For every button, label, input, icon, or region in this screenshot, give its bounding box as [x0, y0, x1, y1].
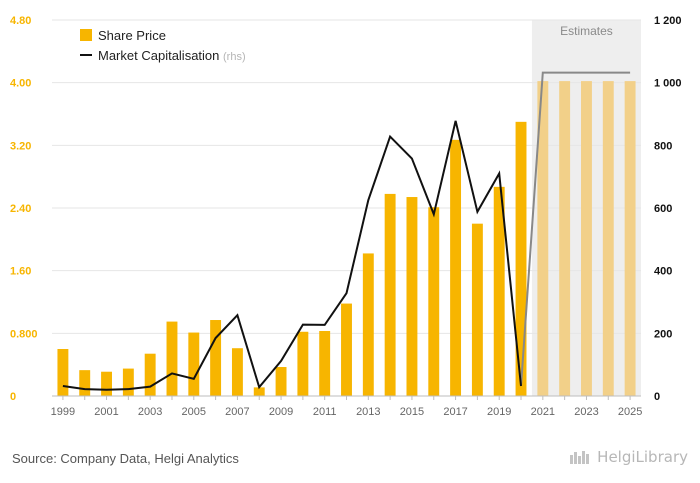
x-tick-label: 2019: [487, 406, 511, 418]
bar-share-price: [450, 139, 462, 396]
brand-name: HelgiLibrary: [597, 448, 688, 466]
bar-share-price: [362, 253, 374, 396]
bar-share-price: [57, 349, 69, 396]
y-right-tick-label: 0: [654, 391, 660, 403]
bar-share-price: [428, 207, 440, 396]
bar-share-price: [79, 370, 91, 396]
line-market-cap-estimate: [520, 71, 631, 387]
bar-share-price: [188, 332, 200, 396]
library-icon: [570, 451, 590, 464]
x-tick-label: 2021: [531, 406, 555, 418]
x-tick-label: 1999: [51, 406, 75, 418]
y-left-tick-label: 4.80: [10, 15, 31, 27]
line-market-cap: [62, 120, 522, 391]
bar-share-price: [341, 303, 352, 396]
bar-share-price: [253, 387, 265, 396]
x-tick-label: 2011: [313, 406, 337, 418]
y-right-tick-label: 1 200: [654, 15, 682, 27]
y-left-tick-label: 0.800: [10, 328, 38, 340]
x-tick-label: 2015: [400, 406, 424, 418]
legend: Share Price Market Capitalisation (rhs): [80, 28, 246, 63]
bar-share-price: [493, 186, 505, 396]
bar-share-price: [101, 371, 112, 396]
bar-share-price: [122, 368, 134, 396]
legend-label-market-cap: Market Capitalisation (rhs): [98, 48, 246, 63]
x-tick-label: 2017: [443, 406, 467, 418]
y-right-tick-label: 1 000: [654, 78, 682, 90]
x-tick-label: 2001: [94, 406, 118, 418]
bar-share-price: [581, 81, 592, 396]
y-right-tick-label: 800: [654, 140, 672, 152]
y-right-tick-label: 400: [654, 266, 672, 278]
estimates-label: Estimates: [560, 24, 613, 38]
bar-share-price: [231, 348, 243, 396]
bar-share-price: [297, 331, 309, 396]
legend-swatch-share-price: [80, 29, 92, 41]
bar-share-price: [471, 223, 483, 396]
y-right-tick-label: 200: [654, 328, 672, 340]
y-left-tick-label: 1.60: [10, 266, 31, 278]
x-tick-label: 2023: [574, 406, 598, 418]
bar-share-price: [144, 353, 156, 396]
combo-chart: Estimates 0 0.800 1.60 2.40 3.20 4.00 4.80 0 200 4…: [10, 15, 682, 418]
x-tick-label: 2007: [225, 406, 249, 418]
bar-share-price: [406, 197, 418, 396]
legend-label-share-price: Share Price: [98, 28, 166, 43]
y-left-tick-label: 3.20: [10, 140, 31, 152]
bar-share-price: [602, 81, 614, 396]
x-tick-label: 2005: [182, 406, 206, 418]
legend-rhs-suffix: (rhs): [223, 51, 246, 63]
bar-share-price: [275, 367, 287, 396]
x-tick-label: 2025: [618, 406, 642, 418]
bar-share-price: [537, 81, 549, 396]
y-left-tick-label: 0: [10, 391, 16, 403]
y-left-tick-label: 4.00: [10, 78, 31, 90]
y-left-tick-label: 2.40: [10, 203, 31, 215]
bar-share-price: [515, 121, 527, 396]
source-note: Source: Company Data, Helgi Analytics: [12, 451, 239, 466]
bar-share-price: [559, 81, 571, 396]
x-tick-label: 2013: [356, 406, 380, 418]
x-tick-label: 2009: [269, 406, 293, 418]
y-right-tick-label: 600: [654, 203, 672, 215]
bar-share-price: [210, 320, 222, 396]
x-tick-label: 2003: [138, 406, 162, 418]
bar-share-price: [384, 193, 396, 396]
bar-share-price: [166, 321, 178, 396]
bar-share-price: [624, 81, 636, 396]
bar-share-price: [319, 330, 331, 396]
brand-logo: HelgiLibrary: [569, 448, 688, 466]
